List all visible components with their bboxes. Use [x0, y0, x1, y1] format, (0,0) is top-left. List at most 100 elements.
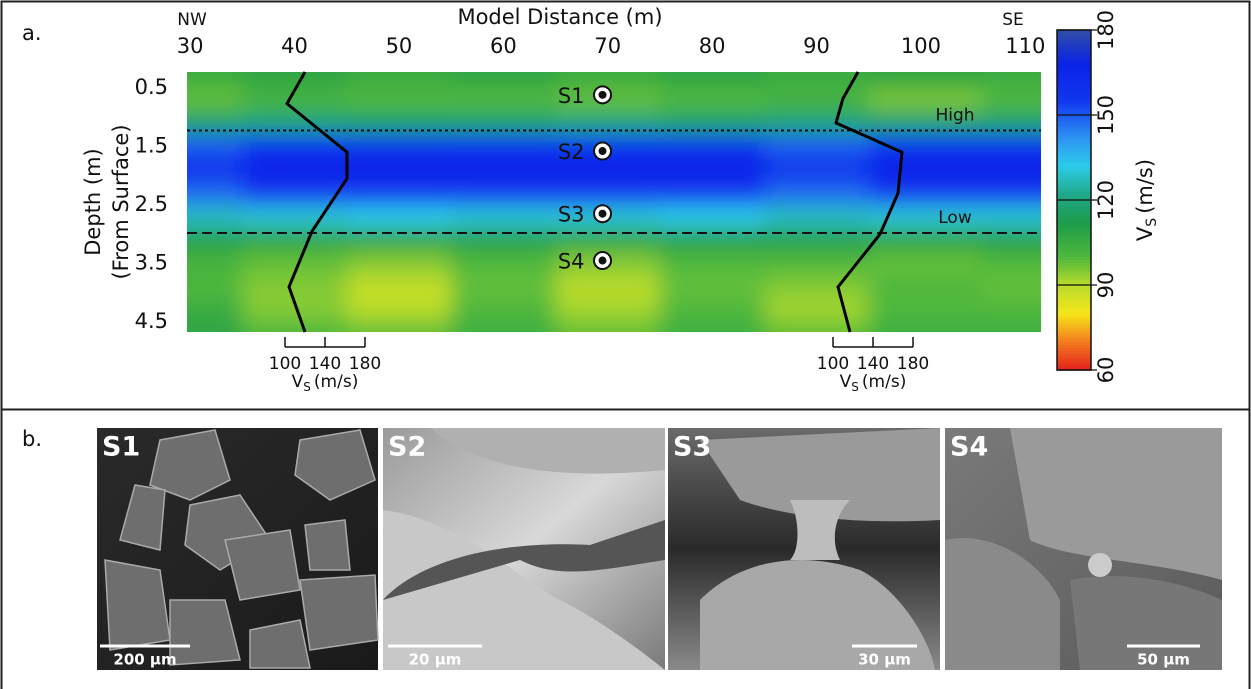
heat-cell: [764, 182, 869, 206]
y-tick-label: 0.5: [135, 75, 168, 99]
profile-tick-label: 180: [897, 354, 929, 374]
y-tick-label: 1.5: [135, 133, 168, 157]
label-unit: (m/s): [1133, 159, 1157, 214]
heat-cell: [347, 135, 452, 159]
sample-marker-dot: [599, 91, 607, 99]
x-tick-label: 80: [699, 34, 726, 58]
heat-cell: [660, 299, 765, 322]
heat-cell: [764, 299, 869, 322]
heat-cell: [660, 252, 765, 276]
x-tick-label: 60: [490, 34, 517, 58]
label-symbol: V: [840, 372, 852, 392]
y-tick-label: 4.5: [135, 309, 168, 333]
x-tick-label: 30: [177, 34, 204, 58]
boundary-label: Low: [938, 208, 972, 228]
panel-label: b.: [22, 427, 42, 451]
heat-cell: [451, 135, 556, 159]
heat-cell: [242, 228, 347, 252]
heat-cell: [242, 158, 347, 182]
x-axis-title: Model Distance (m): [457, 5, 662, 29]
label-symbol: V: [1133, 226, 1157, 241]
heat-cell: [347, 111, 452, 135]
heat-cell: [147, 228, 243, 252]
label-unit: (m/s): [314, 372, 358, 392]
heat-cell: [451, 321, 556, 373]
heat-cell: [764, 158, 869, 182]
heat-cell: [451, 88, 556, 112]
label-unit: (m/s): [862, 372, 906, 392]
sample-marker-dot: [599, 147, 607, 155]
heat-cell: [660, 111, 765, 135]
heat-cell: [660, 205, 765, 229]
x-tick-label: 90: [803, 34, 830, 58]
x-tick-label: 40: [281, 34, 308, 58]
x-tick-label: 70: [594, 34, 621, 58]
heat-cell: [451, 228, 556, 252]
x-tick-label: 100: [901, 34, 941, 58]
heat-cell: [764, 205, 869, 229]
label-subscript: S: [851, 380, 859, 394]
sample-label: S1: [558, 84, 585, 108]
sem-label: S4: [950, 432, 988, 463]
heat-cell: [451, 275, 556, 299]
colorbar-tick-label: 150: [1094, 95, 1118, 135]
heat-cell: [347, 205, 452, 229]
heat-cell: [869, 228, 982, 252]
heat-cell: [451, 252, 556, 276]
heat-cell: [242, 205, 347, 229]
heat-cell: [869, 252, 982, 276]
colorbar-tick-label: 90: [1094, 272, 1118, 299]
sem-label: S2: [388, 432, 426, 463]
heat-cell: [660, 135, 765, 159]
y-tick-label: 2.5: [135, 192, 168, 216]
heat-cell: [660, 182, 765, 206]
heat-cell: [764, 88, 869, 112]
profile-tick-label: 140: [857, 354, 889, 374]
heat-cell: [556, 275, 661, 299]
heat-cell: [347, 252, 452, 276]
heat-cell: [242, 275, 347, 299]
y-axis-title: (From Surface): [109, 124, 133, 279]
heat-cell: [347, 228, 452, 252]
heat-cell: [451, 299, 556, 322]
x-tick-label: 50: [386, 34, 413, 58]
boundary-label: High: [935, 106, 974, 126]
heat-cell: [451, 182, 556, 206]
heat-cell: [451, 205, 556, 229]
colorbar-tick-label: 120: [1094, 180, 1118, 220]
sample-label: S2: [558, 140, 585, 164]
heat-cell: [660, 88, 765, 112]
y-axis-title: Depth (m): [81, 148, 105, 255]
heat-cell: [347, 158, 452, 182]
sem-image: [668, 428, 940, 670]
heat-cell: [451, 158, 556, 182]
heat-cell: [660, 228, 765, 252]
heat-cell: [147, 158, 243, 182]
label-subscript: S: [1144, 218, 1160, 227]
heat-cell: [764, 135, 869, 159]
sem-image: [383, 428, 665, 670]
profile-tick-label: 180: [349, 354, 381, 374]
heat-cell: [556, 111, 661, 135]
label-symbol: V: [292, 372, 304, 392]
heat-cell: [556, 299, 661, 322]
heat-cell: [147, 275, 243, 299]
sem-label: S1: [102, 432, 140, 463]
scale-bar-label: 30 µm: [858, 651, 911, 669]
heat-cell: [347, 275, 452, 299]
panel-label: a.: [22, 21, 42, 45]
heat-cell: [242, 111, 347, 135]
heat-cell: [347, 182, 452, 206]
heat-cell: [147, 111, 243, 135]
heat-cell: [764, 228, 869, 252]
sample-label: S4: [558, 250, 585, 274]
x-tick-label: 110: [1005, 34, 1045, 58]
colorbar-tick-label: 180: [1094, 10, 1118, 50]
colorbar-tick-label: 60: [1094, 357, 1118, 384]
profile-axis-title: VS(m/s): [840, 372, 907, 394]
profile-tick-label: 100: [269, 354, 301, 374]
heat-cell: [347, 299, 452, 322]
heat-cell: [347, 88, 452, 112]
corner-label: NW: [177, 10, 207, 30]
profile-axis-title: VS(m/s): [292, 372, 359, 394]
